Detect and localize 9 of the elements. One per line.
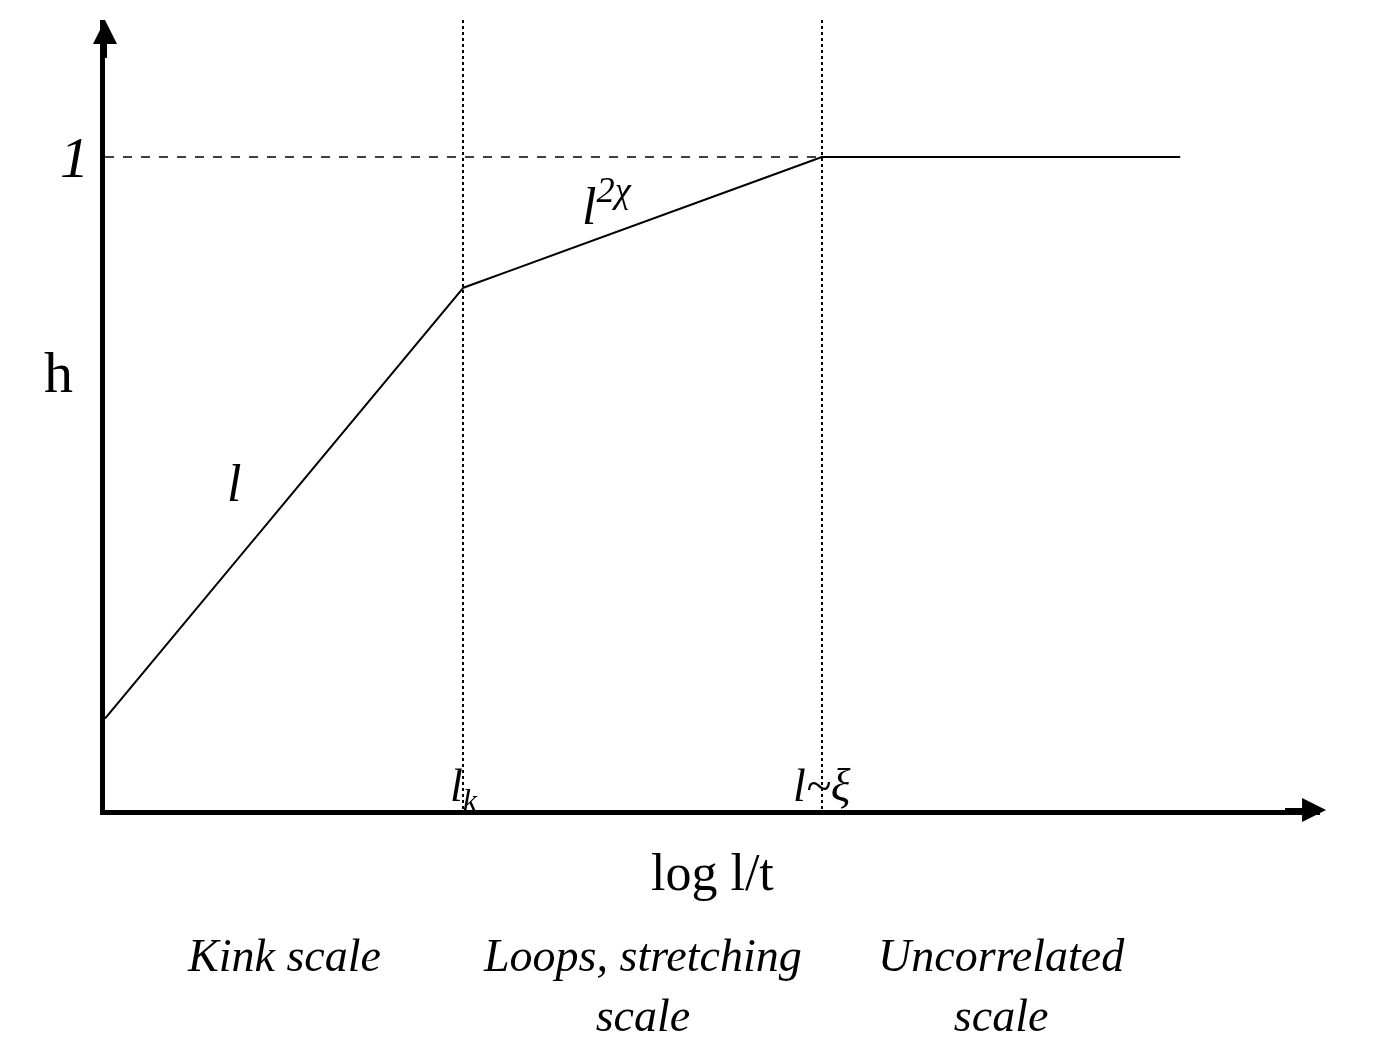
- text: Uncorrelated scale: [878, 930, 1126, 1041]
- annotation: l$^{2χ}$: [582, 170, 632, 235]
- x-axis-title: log l/t: [651, 844, 775, 901]
- annotation: l: [227, 455, 242, 512]
- x-tick-label: l~ξ: [793, 760, 851, 811]
- text: Kink scale: [187, 930, 381, 981]
- text: Loops, stretching scale: [483, 930, 802, 1041]
- ref-line-label: 1: [60, 125, 89, 190]
- y-axis-title: h: [44, 340, 73, 405]
